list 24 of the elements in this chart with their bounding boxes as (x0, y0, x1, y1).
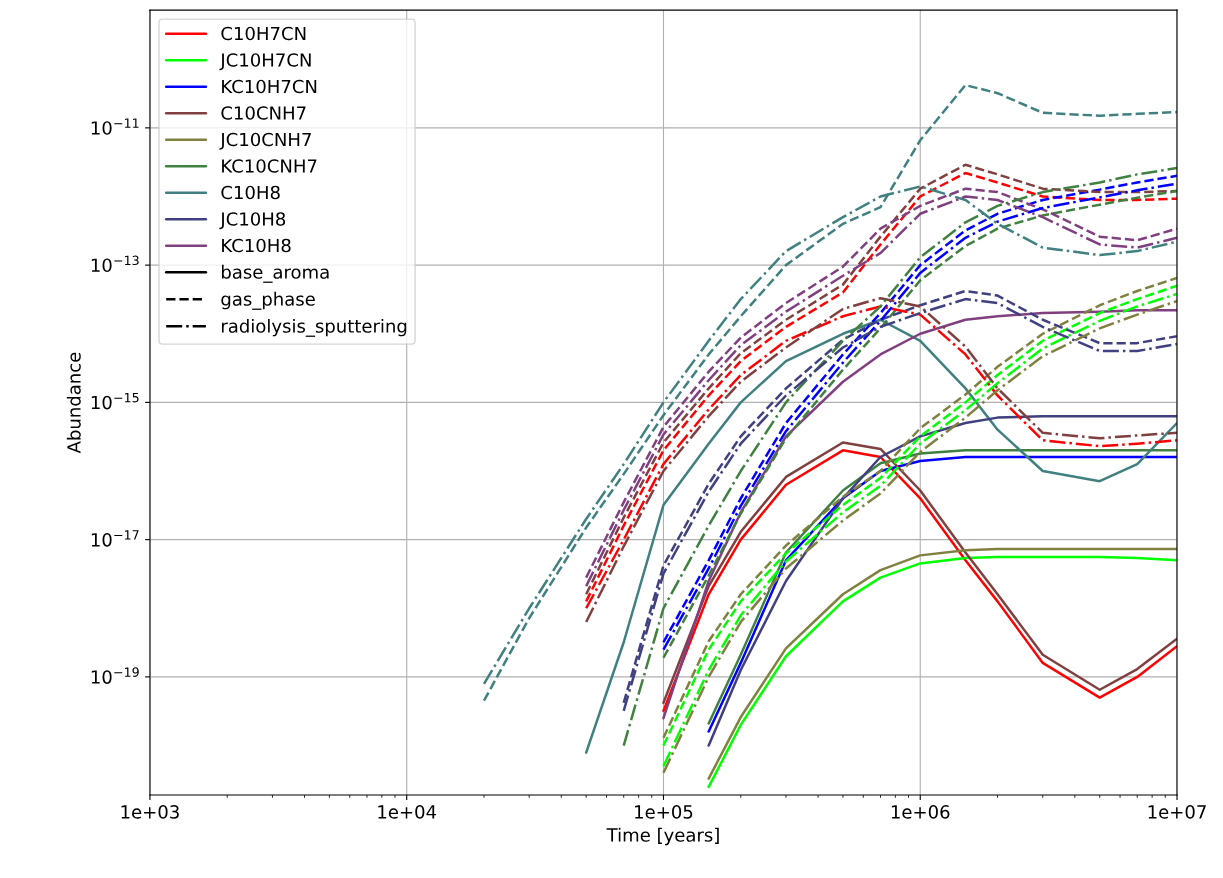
legend-label: JC10CNH7 (219, 132, 311, 150)
y-tick-label: 10$^{−13}$ (91, 255, 139, 273)
legend-label: JC10H8 (219, 212, 286, 230)
legend-label: C10CNH7 (221, 106, 306, 120)
legend-label: KC10H7CN (222, 79, 317, 94)
legend-label: base_aroma (222, 264, 329, 283)
y-tick-label: 10$^{−17}$ (91, 530, 139, 547)
y-tick-label: 10$^{−15}$ (91, 392, 139, 410)
x-tick-label: 1e+06 (891, 805, 950, 819)
x-axis-title: Time [years] (606, 827, 719, 846)
y-tick-label: 10$^{−19}$ (91, 667, 139, 684)
legend-label: KC10CNH7 (222, 159, 317, 173)
legend-label: JC10H7CN (219, 53, 311, 71)
y-tick-label: 10$^{−11}$ (91, 118, 139, 135)
legend-label: C10H7CN (221, 26, 306, 41)
legend-label: gas_phase (221, 291, 315, 310)
x-tick-label: 1e+05 (635, 805, 693, 819)
x-tick-label: 1e+04 (378, 805, 437, 819)
legend-label: radiolysis_sputtering (222, 318, 407, 337)
y-axis-title: Abundance (66, 352, 81, 454)
x-tick-label: 1e+03 (121, 805, 179, 819)
legend-label: C10H8 (221, 185, 280, 200)
legend-label: KC10H8 (222, 238, 291, 253)
x-tick-label: 1e+07 (1148, 805, 1206, 819)
